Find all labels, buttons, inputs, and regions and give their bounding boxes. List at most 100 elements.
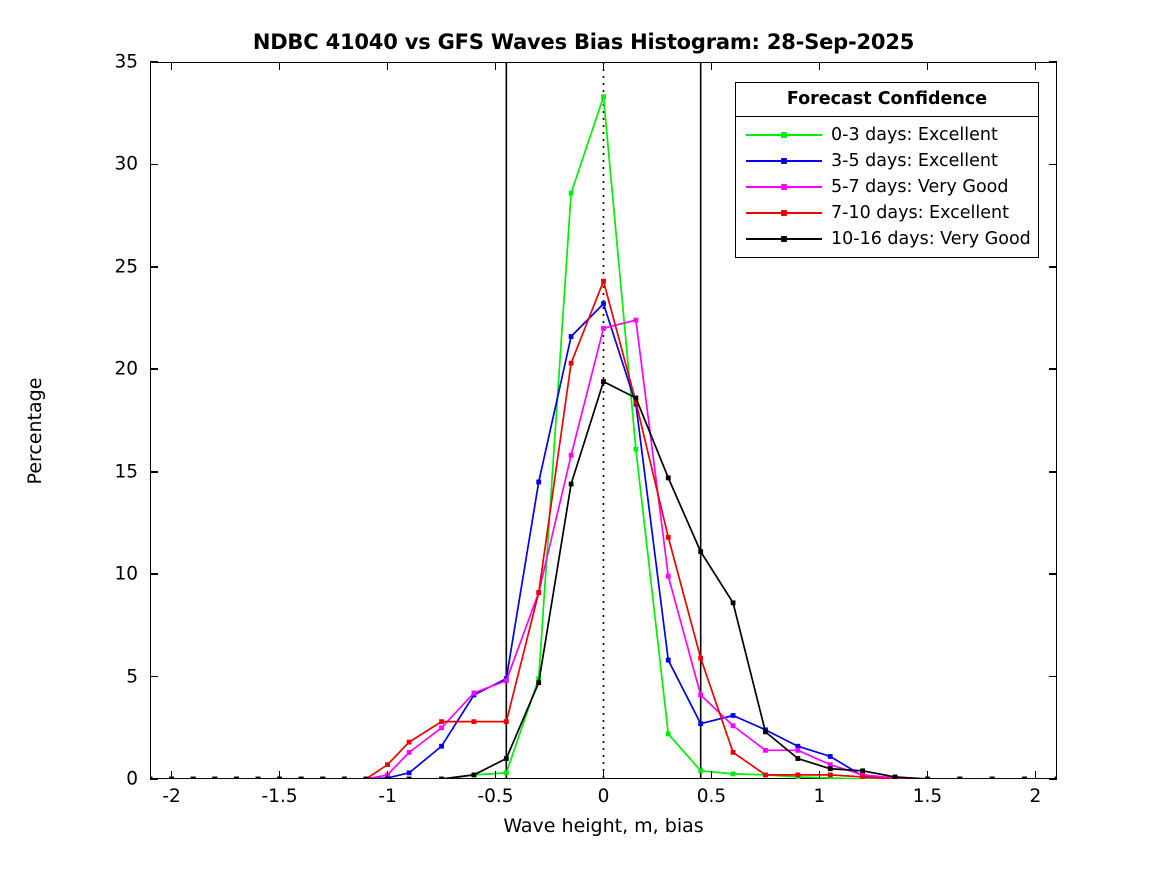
legend-line-swatch <box>746 184 822 190</box>
y-axis-label: Percentage <box>24 377 46 485</box>
y-tick-label: 25 <box>114 256 138 278</box>
data-point-marker <box>827 772 833 778</box>
x-tick <box>170 62 173 70</box>
data-point-marker <box>341 776 347 779</box>
data-point-marker <box>698 768 704 774</box>
x-tick-label: -1.5 <box>261 786 298 807</box>
data-point-marker <box>363 776 369 779</box>
data-point-marker <box>795 756 801 761</box>
data-point-marker <box>665 657 671 663</box>
x-tick <box>926 62 929 70</box>
data-point-marker <box>568 452 574 458</box>
y-tick <box>1049 675 1057 678</box>
data-point-marker <box>698 692 704 698</box>
y-tick <box>150 368 158 371</box>
legend-title: Forecast Confidence <box>736 83 1038 117</box>
data-point-marker <box>665 534 671 540</box>
data-point-marker <box>1054 776 1057 779</box>
legend-line-swatch <box>746 236 822 242</box>
y-tick-label: 30 <box>114 153 138 175</box>
series-3 <box>150 278 1057 779</box>
legend: Forecast Confidence 0-3 days: Excellent 3… <box>735 82 1039 258</box>
data-point-marker <box>827 762 833 768</box>
legend-line-swatch <box>746 210 822 216</box>
data-point-marker <box>795 743 801 749</box>
y-tick <box>150 163 158 166</box>
data-point-marker <box>601 325 606 331</box>
data-point-marker <box>298 776 304 779</box>
legend-item-0[interactable]: 0-3 days: Excellent <box>736 122 1038 148</box>
data-point-marker <box>406 749 412 755</box>
x-tick <box>386 62 389 70</box>
data-point-marker <box>795 772 801 778</box>
data-point-marker <box>503 770 509 776</box>
x-tick <box>818 771 821 779</box>
x-tick <box>278 771 281 779</box>
data-point-marker <box>406 776 412 779</box>
legend-line-swatch <box>746 158 822 164</box>
y-tick <box>1049 470 1057 473</box>
x-axis-label: Wave height, m, bias <box>503 815 704 837</box>
data-point-marker <box>255 776 261 779</box>
data-point-marker <box>665 475 671 481</box>
x-tick-label: -2 <box>162 786 181 807</box>
legend-item-4[interactable]: 10-16 days: Very Good <box>736 226 1038 252</box>
data-point-marker <box>503 756 509 761</box>
data-point-marker <box>633 395 639 401</box>
legend-item-label: 7-10 days: Excellent <box>831 203 1009 223</box>
data-point-marker <box>439 725 444 731</box>
data-point-marker <box>406 770 412 776</box>
data-point-marker <box>730 713 736 718</box>
data-point-marker <box>568 481 574 487</box>
data-point-marker <box>320 776 326 779</box>
legend-item-2[interactable]: 5-7 days: Very Good <box>736 174 1038 200</box>
data-point-marker <box>827 754 833 759</box>
x-tick <box>710 62 713 70</box>
data-point-marker <box>730 723 736 729</box>
data-point-marker <box>763 772 768 778</box>
legend-item-label: 10-16 days: Very Good <box>831 229 1031 249</box>
x-tick <box>278 62 281 70</box>
data-point-marker <box>471 772 477 778</box>
y-tick <box>150 61 158 63</box>
y-tick <box>150 675 158 678</box>
data-point-marker <box>439 719 444 725</box>
y-tick <box>1049 266 1057 268</box>
x-tick <box>1034 771 1037 779</box>
x-tick-label: 1 <box>813 786 826 807</box>
data-point-marker <box>536 680 542 686</box>
x-tick <box>494 771 497 779</box>
series-line <box>150 319 1057 779</box>
data-point-marker <box>503 719 509 725</box>
data-point-marker <box>471 719 477 725</box>
data-point-marker <box>601 94 606 100</box>
data-point-marker <box>763 729 768 735</box>
data-point-marker <box>190 776 196 779</box>
data-point-marker <box>860 774 866 779</box>
x-tick <box>926 771 929 779</box>
y-tick-label: 5 <box>126 666 138 688</box>
y-tick <box>1049 368 1057 371</box>
x-tick-label: 2 <box>1029 786 1042 807</box>
data-point-marker <box>633 399 639 405</box>
legend-items: 0-3 days: Excellent 3-5 days: Excellent 5-… <box>736 122 1038 252</box>
y-tick <box>1049 573 1057 575</box>
y-tick <box>150 778 158 780</box>
data-point-marker <box>233 776 239 779</box>
legend-item-1[interactable]: 3-5 days: Excellent <box>736 148 1038 174</box>
x-tick <box>710 771 713 779</box>
y-tick-label: 15 <box>114 461 138 483</box>
y-tick <box>150 266 158 268</box>
legend-line-swatch <box>746 132 822 138</box>
legend-item-label: 0-3 days: Excellent <box>831 125 998 145</box>
y-tick-label: 20 <box>114 358 138 380</box>
data-point-marker <box>150 776 153 779</box>
data-point-marker <box>439 776 444 779</box>
data-point-marker <box>665 731 671 737</box>
series-4 <box>150 379 1057 779</box>
data-point-marker <box>601 301 606 307</box>
legend-item-3[interactable]: 7-10 days: Excellent <box>736 200 1038 226</box>
legend-item-label: 3-5 days: Excellent <box>831 151 998 171</box>
series-line <box>150 280 1057 779</box>
